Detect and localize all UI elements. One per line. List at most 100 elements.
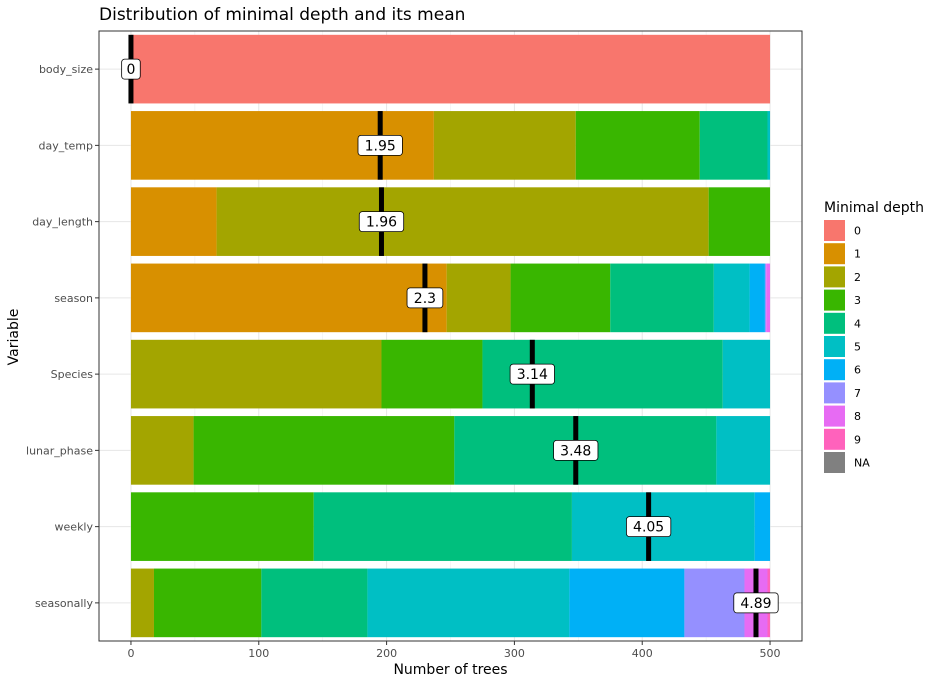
bar-segment-depth-6 [569,568,685,638]
y-tick-label: weekly [55,521,94,534]
bar-segment-depth-3 [130,492,314,561]
legend-key-0 [824,220,845,241]
legend-label: 1 [854,248,861,261]
y-tick-label: day_length [32,216,93,229]
bar-segment-depth-0 [130,34,771,104]
bar-segment-depth-5 [767,111,771,180]
legend-label: 2 [854,271,861,284]
legend-label: 5 [854,341,861,354]
bar-segment-depth-2 [130,568,154,638]
mean-label-box [358,211,405,233]
bar-row-Species [130,339,771,409]
mean-label: 3.48 [560,443,591,459]
bar-segment-depth-3 [575,111,700,180]
panel-border [98,30,803,642]
y-axis-title: Variable [6,309,22,366]
mean-label-box [553,439,599,461]
x-tick-label: 300 [504,647,525,660]
legend-key-7 [824,382,845,404]
mean-label-box [121,58,141,80]
mean-label: 1.95 [365,138,396,154]
y-tick-label: day_temp [38,139,93,152]
y-tick-label: seasonally [35,597,94,610]
x-tick-label: 500 [760,647,781,660]
x-axis-title: Number of trees [393,662,507,678]
mean-label: 4.05 [633,520,664,536]
legend-label: 0 [854,225,861,238]
legend-key-6 [824,359,845,381]
mean-label: 4.89 [740,596,771,612]
mean-label: 0 [126,62,135,78]
legend-title: Minimal depth [824,200,924,216]
legend-key-3 [824,289,845,311]
legend-key-8 [824,405,845,427]
y-tick-label: season [54,292,93,305]
legend-label: 8 [854,410,861,423]
x-tick-label: 0 [127,647,134,660]
bar-segment-depth-7 [764,263,767,333]
bar-segment-depth-6 [749,263,765,333]
bar-segment-depth-1 [130,187,217,256]
mean-label-box [626,516,672,538]
bar-segment-depth-2 [446,263,511,333]
y-tick-label: lunar_phase [26,444,93,457]
x-tick-label: 200 [376,647,397,660]
legend-key-9 [824,428,845,450]
bars [130,34,771,638]
bar-segment-depth-3 [153,568,262,638]
legend-key-4 [824,312,845,334]
legend-label: 6 [854,364,861,377]
bar-row-seasonally [130,568,771,638]
bar-row-weekly [130,492,771,561]
y-tick-label: Species [51,368,94,381]
legend-key-1 [824,243,845,265]
legend-key-2 [824,266,845,288]
bar-row-day_length [130,187,771,256]
bar-segment-depth-2 [130,339,382,409]
bar-segment-depth-4 [261,568,368,638]
bar-segment-depth-1 [130,263,447,333]
mean-label-box [733,592,779,614]
mean-label-box [406,287,444,309]
mean-label-box [509,363,555,385]
bar-row-day_temp [130,111,771,180]
mean-label: 3.14 [517,367,548,383]
legend-key-5 [824,336,845,357]
x-tick-label: 100 [248,647,269,660]
legend-label: 7 [854,387,861,400]
mean-label: 1.96 [366,215,397,231]
mean-label-box [357,134,403,156]
bar-segment-depth-5 [367,568,570,638]
bar-segment-depth-2 [130,416,194,485]
bar-segment-depth-3 [510,263,611,333]
bar-segment-depth-3 [708,187,771,256]
legend-label: 9 [854,433,861,446]
bar-row-season [130,263,771,333]
mean-label: 2.3 [414,291,436,307]
chart-title: Distribution of minimal depth and its me… [99,5,465,25]
bar-segment-depth-3 [381,339,483,409]
bar-segment-depth-8 [766,263,771,333]
bar-segment-depth-6 [754,492,771,561]
x-tick-label: 400 [632,647,653,660]
legend-label: NA [854,457,870,470]
bar-segment-depth-5 [722,339,771,409]
axes: 0 100 200 300 400 500 body_size day_temp day_len… [26,30,803,660]
bar-segment-depth-3 [193,416,455,485]
bar-row-body_size [130,34,771,104]
legend-label: 3 [854,294,861,307]
bar-segment-depth-2 [216,187,709,256]
bar-segment-depth-5 [716,416,771,485]
bar-segment-depth-2 [433,111,576,180]
bar-segment-depth-5 [713,263,750,333]
legend-key-NA [824,452,845,473]
y-tick-label: body_size [39,63,93,76]
bar-segment-depth-4 [699,111,768,180]
bar-segment-depth-4 [610,263,714,333]
legend-label: 4 [854,317,861,330]
bar-row-lunar_phase [130,416,771,485]
bar-segment-depth-4 [313,492,572,561]
mean-markers: 0 1.95 1.96 2.3 3.14 3.48 4.05 4.89 [121,34,779,638]
legend: Minimal depth 0 1 2 3 4 5 6 7 8 9 NA [824,200,924,473]
